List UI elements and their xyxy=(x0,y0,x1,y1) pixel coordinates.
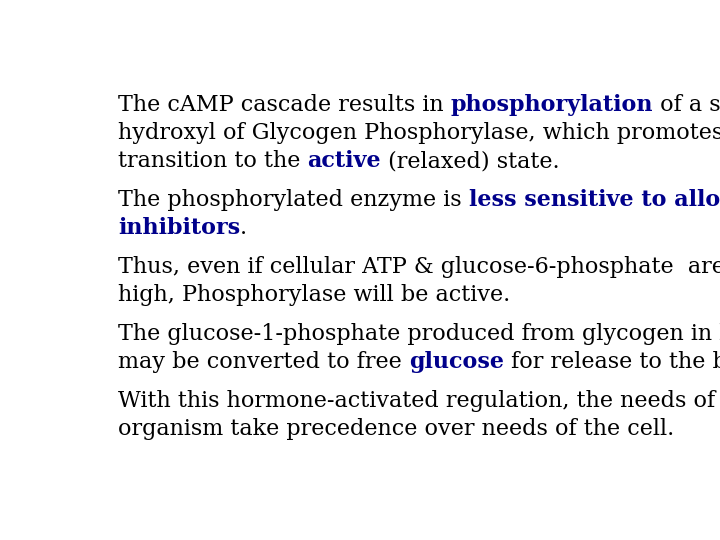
Text: (relaxed) state.: (relaxed) state. xyxy=(381,151,559,172)
Text: The phosphorylated enzyme is: The phosphorylated enzyme is xyxy=(118,189,469,211)
Text: hydroxyl of Glycogen Phosphorylase, which promotes: hydroxyl of Glycogen Phosphorylase, whic… xyxy=(118,122,720,144)
Text: active: active xyxy=(307,151,381,172)
Text: phosphorylation: phosphorylation xyxy=(451,94,653,116)
Text: glucose: glucose xyxy=(409,352,504,373)
Text: .: . xyxy=(240,218,247,239)
Text: may be converted to free: may be converted to free xyxy=(118,352,409,373)
Text: transition to the: transition to the xyxy=(118,151,307,172)
Text: The cAMP cascade results in: The cAMP cascade results in xyxy=(118,94,451,116)
Text: With this hormone-activated regulation, the needs of the: With this hormone-activated regulation, … xyxy=(118,390,720,412)
Text: The glucose-1-phosphate produced from glycogen in liver: The glucose-1-phosphate produced from gl… xyxy=(118,323,720,345)
Text: less sensitive to allosteric: less sensitive to allosteric xyxy=(469,189,720,211)
Text: Thus, even if cellular ATP & glucose-6-phosphate  are: Thus, even if cellular ATP & glucose-6-p… xyxy=(118,256,720,278)
Text: for release to the blood.: for release to the blood. xyxy=(504,352,720,373)
Text: of a serine: of a serine xyxy=(653,94,720,116)
Text: high, Phosphorylase will be active.: high, Phosphorylase will be active. xyxy=(118,285,510,306)
Text: inhibitors: inhibitors xyxy=(118,218,240,239)
Text: organism take precedence over needs of the cell.: organism take precedence over needs of t… xyxy=(118,418,674,440)
